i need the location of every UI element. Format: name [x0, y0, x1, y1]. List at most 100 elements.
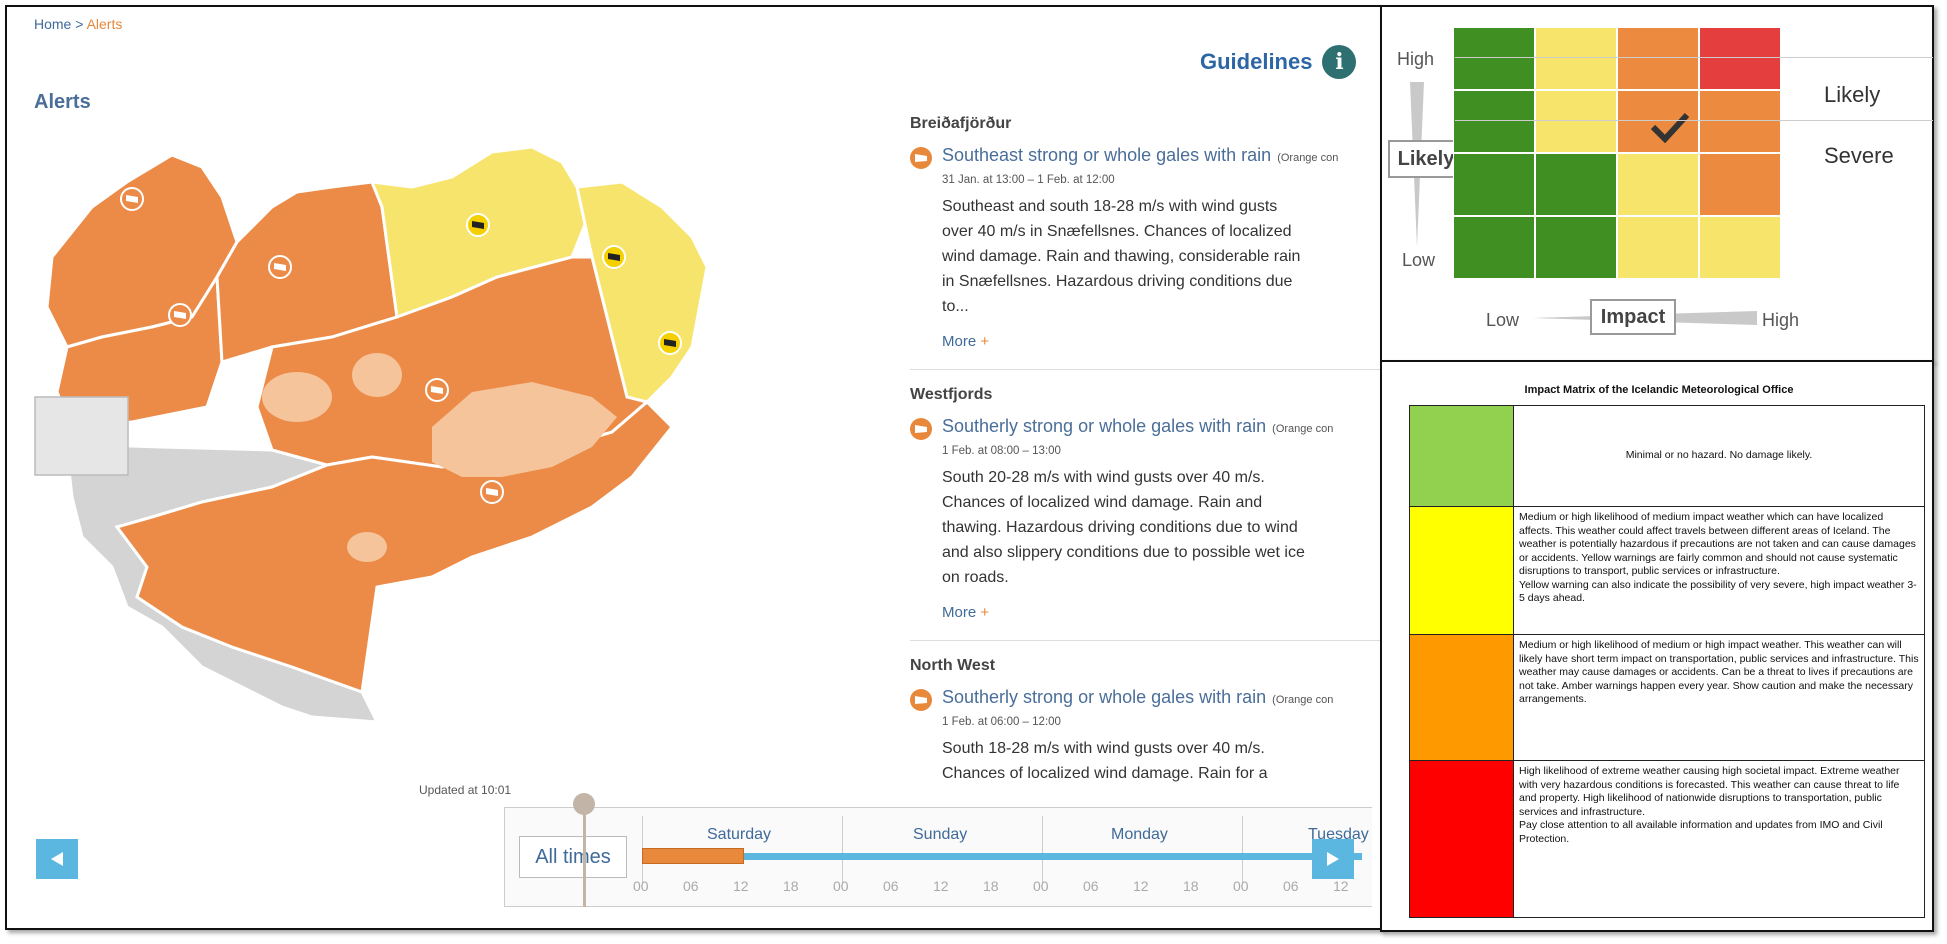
- windsock-icon[interactable]: [658, 331, 682, 355]
- plus-icon[interactable]: +: [980, 333, 990, 350]
- hour-tick: 06: [883, 878, 899, 894]
- windsock-icon[interactable]: [268, 255, 292, 279]
- day-label-sunday[interactable]: Sunday: [913, 826, 968, 843]
- plus-icon[interactable]: +: [980, 604, 990, 621]
- day-label-saturday[interactable]: Saturday: [707, 826, 772, 843]
- hour-tick: 12: [1133, 878, 1149, 894]
- x-axis-label: Impact: [1590, 299, 1676, 335]
- more-link[interactable]: More +: [942, 333, 989, 350]
- alert-severity-tag: (Orange con: [1277, 152, 1339, 164]
- region-name: Breiðafjörður: [910, 115, 1012, 132]
- impact-text-line: High likelihood of extreme weather causi…: [1519, 765, 1900, 818]
- color-swatch: [1410, 507, 1514, 634]
- risk-matrix-cell[interactable]: [1453, 153, 1535, 216]
- risk-matrix-cell[interactable]: [1699, 153, 1781, 216]
- windsock-icon: [910, 418, 932, 440]
- next-button[interactable]: [1312, 839, 1354, 879]
- risk-matrix-cell[interactable]: [1617, 90, 1699, 153]
- alert-region: North West Southerly strong or whole gal…: [910, 657, 1382, 804]
- windsock-icon[interactable]: [425, 378, 449, 402]
- alerts-page: Home > Alerts Guidelines i Alerts: [5, 5, 1382, 930]
- alert-title[interactable]: Southerly strong or whole gales with rai…: [942, 416, 1267, 436]
- windsock-icon: [910, 689, 932, 711]
- previous-button[interactable]: [36, 839, 78, 879]
- impact-row-red: High likelihood of extreme weather causi…: [1410, 761, 1924, 917]
- risk-matrix-cell[interactable]: [1453, 27, 1535, 90]
- timeline-selected-range[interactable]: [642, 848, 744, 864]
- alert-item: Southeast strong or whole gales with rai…: [910, 145, 1382, 351]
- day-separator: [842, 816, 843, 884]
- impact-description: Medium or high likelihood of medium or h…: [1514, 635, 1924, 760]
- hour-tick: 06: [1283, 878, 1299, 894]
- legend-divider: [1455, 57, 1933, 58]
- alert-item: Southerly strong or whole gales with rai…: [910, 416, 1382, 622]
- risk-matrix-cell[interactable]: [1699, 90, 1781, 153]
- risk-matrix-cell[interactable]: [1535, 216, 1617, 279]
- impact-description: Minimal or no hazard. No damage likely.: [1514, 406, 1924, 506]
- windsock-icon[interactable]: [120, 187, 144, 211]
- time-cursor-handle[interactable]: [573, 793, 595, 815]
- hour-tick: 06: [1083, 878, 1099, 894]
- time-cursor[interactable]: [583, 802, 586, 907]
- impact-row-green: Minimal or no hazard. No damage likely.: [1410, 406, 1924, 507]
- risk-matrix-cell[interactable]: [1617, 27, 1699, 90]
- alert-severity-tag: (Orange con: [1272, 694, 1334, 706]
- timeline-slider[interactable]: All times Saturday Sunday Monday Tuesday…: [504, 807, 1372, 907]
- alerts-list[interactable]: Breiðafjörður Southeast strong or whole …: [910, 115, 1382, 805]
- breadcrumb-home[interactable]: Home: [34, 16, 72, 32]
- color-swatch: [1410, 761, 1514, 917]
- day-label-monday[interactable]: Monday: [1111, 826, 1168, 843]
- alert-title[interactable]: Southeast strong or whole gales with rai…: [942, 145, 1272, 165]
- windsock-icon: [910, 147, 932, 169]
- more-label[interactable]: More: [942, 604, 977, 621]
- info-icon[interactable]: i: [1322, 45, 1357, 79]
- risk-matrix-cell[interactable]: [1699, 27, 1781, 90]
- glacier-langjokull: [262, 372, 332, 422]
- hour-tick: 06: [683, 878, 699, 894]
- impact-description: Medium or high likelihood of medium impa…: [1514, 507, 1924, 634]
- triangle-right-icon[interactable]: [1326, 851, 1340, 867]
- all-times-button[interactable]: All times: [519, 836, 627, 878]
- iceland-warning-map[interactable]: [32, 147, 882, 737]
- triangle-left-icon[interactable]: [50, 851, 64, 867]
- more-label[interactable]: More: [942, 333, 977, 350]
- alert-item: Southerly strong or whole gales with rai…: [910, 687, 1382, 786]
- legend-divider: [1455, 120, 1933, 121]
- impact-table-title: Impact Matrix of the Icelandic Meteorolo…: [1524, 384, 1794, 396]
- risk-matrix-cell[interactable]: [1535, 27, 1617, 90]
- risk-matrix-cell[interactable]: [1699, 216, 1781, 279]
- updated-timestamp: Updated at 10:01: [419, 783, 512, 797]
- risk-matrix-cell[interactable]: [1453, 90, 1535, 153]
- risk-matrix-cell[interactable]: [1617, 153, 1699, 216]
- windsock-icon[interactable]: [480, 480, 504, 504]
- region-name: North West: [910, 657, 996, 674]
- windsock-icon[interactable]: [602, 245, 626, 269]
- windsock-icon[interactable]: [168, 303, 192, 327]
- timeline-track[interactable]: [642, 853, 1362, 860]
- glacier-hofsjokull: [352, 353, 402, 397]
- hour-tick: 18: [983, 878, 999, 894]
- guidelines-label[interactable]: Guidelines: [1200, 49, 1313, 74]
- day-separator: [1042, 816, 1043, 884]
- guidelines-link[interactable]: Guidelines i: [1200, 45, 1357, 79]
- risk-matrix-cell[interactable]: [1453, 216, 1535, 279]
- more-link[interactable]: More +: [942, 604, 989, 621]
- risk-matrix-cell[interactable]: [1617, 216, 1699, 279]
- day-label-tuesday[interactable]: Tuesday: [1308, 826, 1369, 843]
- hour-tick: 12: [933, 878, 949, 894]
- hour-tick: 00: [833, 878, 849, 894]
- windsock-icon[interactable]: [466, 213, 490, 237]
- map-inset[interactable]: [34, 396, 129, 476]
- region-name: Westfjords: [910, 386, 993, 403]
- risk-matrix-cell[interactable]: [1535, 153, 1617, 216]
- alert-region: Westfjords Southerly strong or whole gal…: [910, 386, 1382, 641]
- breadcrumb: Home > Alerts: [34, 16, 122, 32]
- alert-severity-tag: (Orange con: [1272, 423, 1334, 435]
- risk-matrix-cell[interactable]: [1535, 90, 1617, 153]
- breadcrumb-current: Alerts: [86, 16, 123, 32]
- alert-title[interactable]: Southerly strong or whole gales with rai…: [942, 687, 1267, 707]
- hour-tick: 00: [1233, 878, 1249, 894]
- legend-likelihood: Likely: [1824, 82, 1881, 107]
- legend-impact: Severe: [1824, 143, 1894, 168]
- page-title: Alerts: [34, 91, 91, 113]
